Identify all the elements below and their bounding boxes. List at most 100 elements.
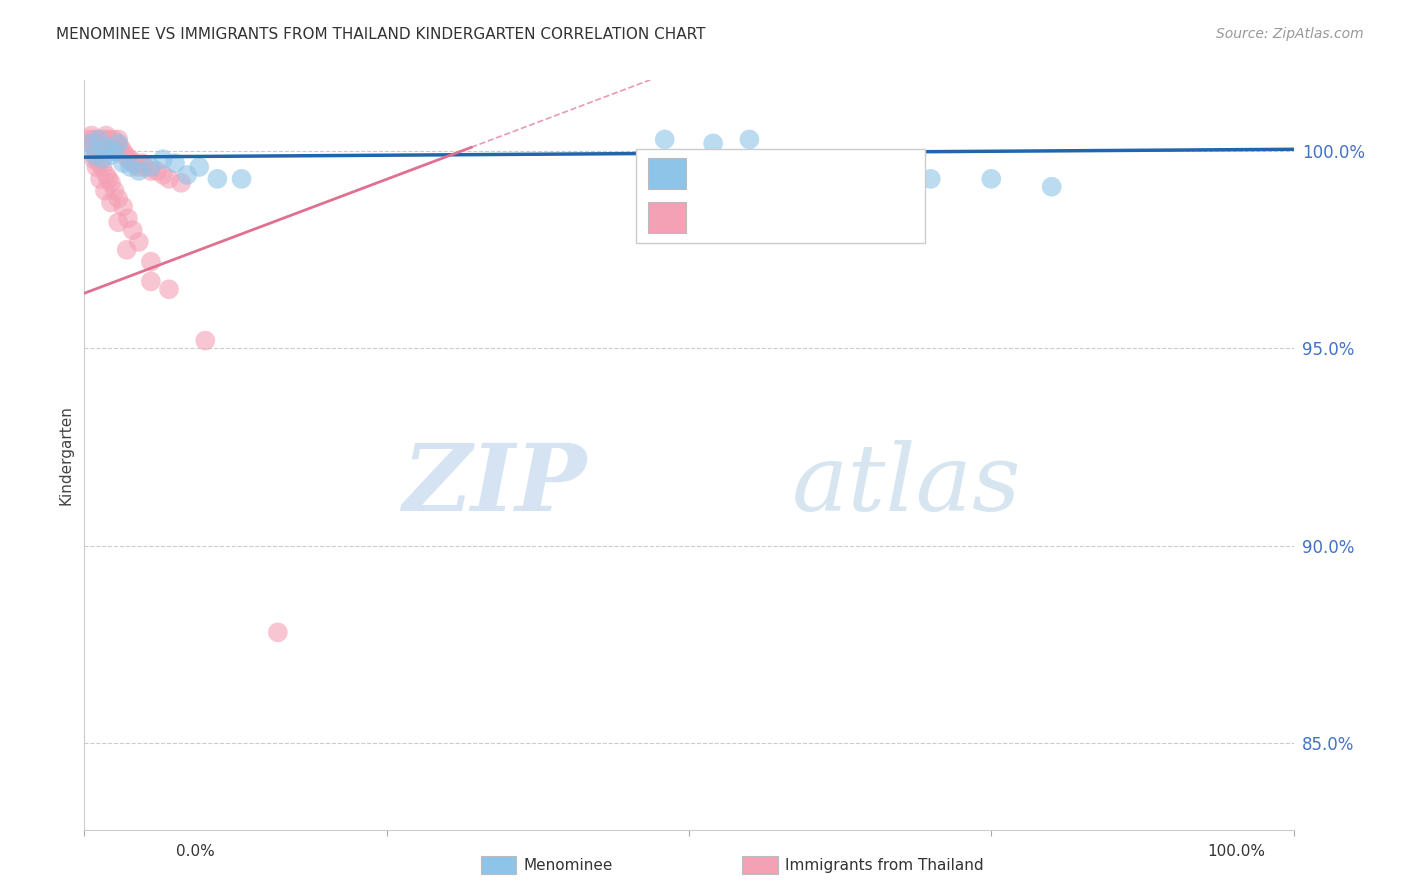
Point [93,140,115,154]
Point [117,152,139,166]
Point [89,140,111,154]
Point [128,164,150,178]
Point [104,184,127,198]
Text: MENOMINEE VS IMMIGRANTS FROM THAILAND KINDERGARTEN CORRELATION CHART: MENOMINEE VS IMMIGRANTS FROM THAILAND KI… [56,27,706,42]
Point [94,132,117,146]
Point [89,172,111,186]
Point [94,184,117,198]
Point [91,160,114,174]
Point [702,136,724,151]
Point [100,140,122,154]
Point [738,132,761,146]
Text: Menominee: Menominee [523,858,613,872]
Point [188,160,211,174]
FancyBboxPatch shape [648,202,686,233]
Point [107,136,129,151]
Point [121,156,143,170]
Point [124,156,146,170]
Point [120,152,142,166]
Text: R =  0.208   N = 64: R = 0.208 N = 64 [699,208,882,227]
Point [157,172,180,186]
Point [112,156,135,170]
Point [105,136,128,151]
Text: R =  0.102   N = 26: R = 0.102 N = 26 [699,164,882,183]
Point [83,148,105,162]
Point [87,156,110,170]
Point [94,168,117,182]
Point [97,172,120,186]
Point [139,254,162,268]
Point [112,199,135,213]
Point [152,168,174,182]
Point [859,156,882,170]
Text: 0.0%: 0.0% [176,845,215,859]
Point [90,132,112,146]
Text: 100.0%: 100.0% [1208,845,1265,859]
Point [799,152,821,166]
Point [110,140,132,154]
FancyBboxPatch shape [648,158,686,188]
Point [91,152,114,166]
Point [121,223,143,237]
Point [100,195,122,210]
Point [146,164,169,178]
Text: ZIP: ZIP [402,440,586,530]
Point [79,136,101,151]
Point [107,192,129,206]
Point [94,128,117,143]
Point [86,148,108,162]
Point [139,164,162,178]
Point [94,140,117,154]
Point [114,148,136,162]
Text: Source: ZipAtlas.com: Source: ZipAtlas.com [1216,27,1364,41]
Point [207,172,229,186]
Point [920,172,942,186]
Point [176,168,198,182]
Point [231,172,253,186]
Point [115,243,138,257]
Point [79,136,101,151]
Point [107,215,129,229]
Point [165,156,187,170]
Point [96,140,118,154]
Point [117,211,139,226]
Point [77,132,100,146]
Y-axis label: Kindergarten: Kindergarten [58,405,73,505]
Point [84,136,107,151]
Point [87,136,110,151]
Point [194,334,217,348]
Point [120,160,142,174]
Point [104,145,127,159]
Point [100,176,122,190]
Point [980,172,1002,186]
Point [97,132,120,146]
Point [152,152,174,166]
Point [83,140,105,154]
Point [80,128,103,143]
Point [157,282,180,296]
Point [86,160,108,174]
Point [139,274,162,288]
Point [654,132,676,146]
Point [104,140,127,154]
Point [101,136,124,151]
Point [1040,179,1063,194]
Point [128,235,150,249]
Point [103,132,125,146]
Text: atlas: atlas [792,440,1021,530]
Text: Immigrants from Thailand: Immigrants from Thailand [785,858,983,872]
Point [98,136,121,151]
Point [107,132,129,146]
Point [82,132,104,146]
Point [131,156,153,170]
Point [112,145,135,159]
Point [91,136,114,151]
Point [267,625,290,640]
FancyBboxPatch shape [637,149,925,244]
Point [128,160,150,174]
Point [87,132,110,146]
Point [104,145,127,159]
Point [83,152,105,166]
Point [134,160,156,174]
Point [139,160,162,174]
